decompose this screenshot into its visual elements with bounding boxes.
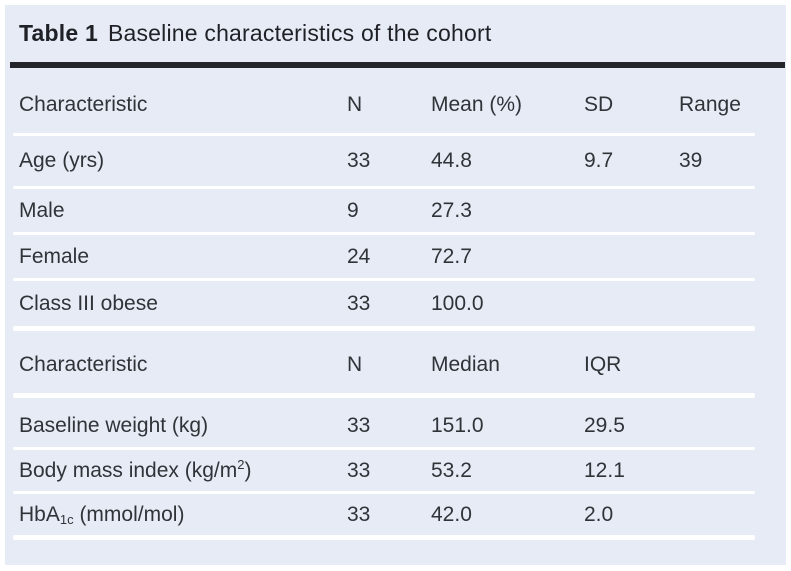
table-row-hba1c: HbA1c (mmol/mol) 33 42.0 2.0 (5, 494, 786, 535)
row-label: Baseline weight (kg) (19, 413, 209, 437)
table-row-body-mass-index: Body mass index (kg/m2) 33 53.2 12.1 (5, 450, 786, 491)
value-iqr: 29.5 (584, 413, 625, 437)
value-iqr: 2.0 (584, 502, 614, 526)
column-header-mean: Mean (%) (431, 92, 523, 116)
table-caption: Baseline characteristics of the cohort (107, 20, 492, 46)
row-divider (13, 278, 755, 281)
value-iqr: 12.1 (584, 458, 625, 482)
value-median: 53.2 (431, 458, 472, 482)
table-row-male: Male 9 27.3 (5, 189, 786, 232)
value-n: 33 (347, 413, 371, 437)
value-mean: 100.0 (431, 291, 484, 315)
value-n: 33 (347, 149, 371, 172)
row-label: Age (yrs) (19, 149, 105, 172)
section1-header-row: Characteristic N Mean (%) SD Range (5, 68, 786, 133)
table-end-divider (13, 535, 755, 540)
row-divider (13, 232, 755, 235)
value-n: 33 (347, 458, 371, 482)
column-header-sd: SD (584, 92, 614, 116)
row-divider (13, 133, 755, 136)
column-header-characteristic: Characteristic (19, 353, 148, 376)
value-n: 33 (347, 291, 371, 315)
value-n: 24 (347, 244, 371, 268)
value-n: 9 (347, 198, 359, 222)
row-divider (13, 447, 755, 450)
table-row-class-iii-obese: Class III obese 33 100.0 (5, 281, 786, 326)
section2-header-row: Characteristic N Median IQR (5, 331, 786, 393)
value-median: 151.0 (431, 413, 484, 437)
value-median: 42.0 (431, 502, 472, 526)
column-header-median: Median (431, 353, 500, 376)
table-number: Table 1 (19, 20, 98, 46)
row-divider (13, 186, 755, 189)
header-divider (13, 393, 755, 398)
row-divider (13, 491, 755, 494)
column-header-characteristic: Characteristic (19, 92, 148, 116)
table-row-female: Female 24 72.7 (5, 235, 786, 278)
row-label: Female (19, 244, 90, 268)
value-mean: 27.3 (431, 198, 472, 222)
table-title: Table 1 Baseline characteristics of the … (5, 5, 786, 62)
table-row-age: Age (yrs) 33 44.8 9.7 39 (5, 136, 786, 186)
column-header-n: N (347, 92, 363, 116)
value-n: 33 (347, 502, 371, 526)
value-range: 39 (679, 149, 703, 172)
value-sd: 9.7 (584, 149, 614, 172)
column-header-range: Range (679, 92, 741, 116)
column-header-iqr: IQR (584, 353, 622, 376)
baseline-characteristics-table: Table 1 Baseline characteristics of the … (5, 5, 786, 565)
value-mean: 44.8 (431, 149, 472, 172)
row-label: Body mass index (kg/m2) (19, 456, 252, 482)
value-mean: 72.7 (431, 244, 472, 268)
title-divider (10, 62, 785, 68)
section-divider (13, 326, 755, 331)
row-label: Class III obese (19, 291, 158, 315)
table-row-baseline-weight: Baseline weight (kg) 33 151.0 29.5 (5, 398, 786, 447)
column-header-n: N (347, 353, 363, 376)
row-label: Male (19, 198, 65, 222)
row-label: HbA1c (mmol/mol) (19, 502, 185, 528)
